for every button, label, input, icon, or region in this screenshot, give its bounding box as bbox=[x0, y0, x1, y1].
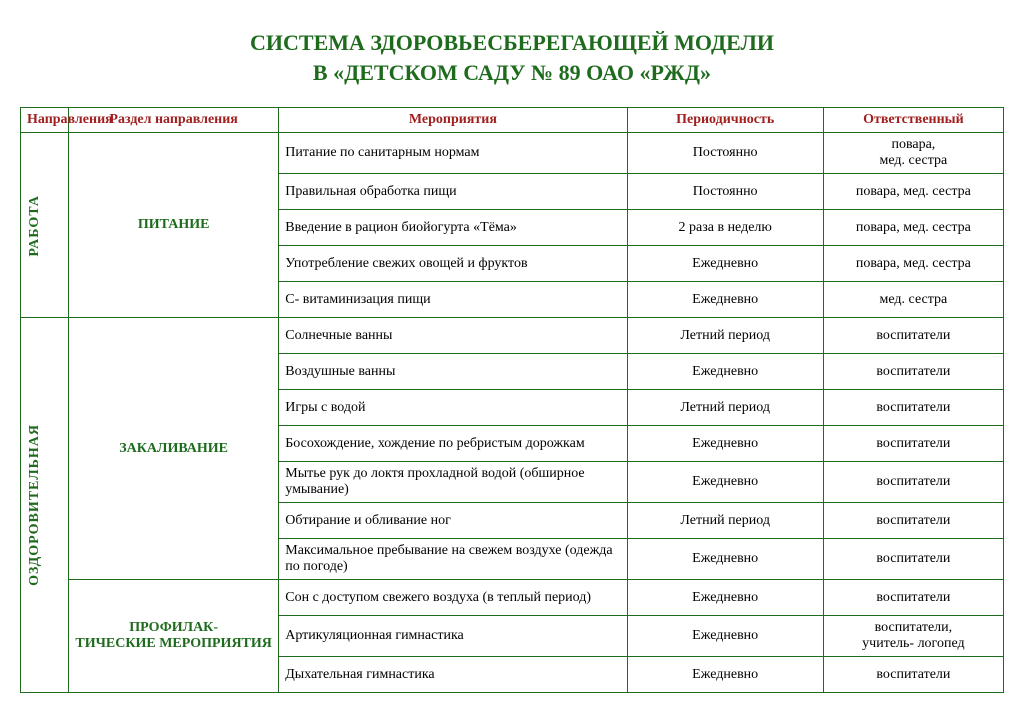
header-responsible: Ответственный bbox=[823, 108, 1003, 133]
direction-cell-top: РАБОТА bbox=[21, 133, 69, 318]
activity-cell: Солнечные ванны bbox=[279, 318, 627, 354]
resp-cell: повара, мед. сестра bbox=[823, 246, 1003, 282]
period-cell: Ежедневно bbox=[627, 426, 823, 462]
title-line-2: В «ДЕТСКОМ САДУ № 89 ОАО «РЖД» bbox=[313, 60, 711, 85]
activity-cell: Сон с доступом свежего воздуха (в теплый… bbox=[279, 580, 627, 616]
activity-cell: Мытье рук до локтя прохладной водой (обш… bbox=[279, 462, 627, 503]
period-cell: Летний период bbox=[627, 318, 823, 354]
activity-cell: Воздушные ванны bbox=[279, 354, 627, 390]
activity-cell: С- витаминизация пищи bbox=[279, 282, 627, 318]
period-cell: Летний период bbox=[627, 390, 823, 426]
period-cell: Ежедневно bbox=[627, 539, 823, 580]
resp-cell: воспитатели bbox=[823, 503, 1003, 539]
period-cell: Летний период bbox=[627, 503, 823, 539]
period-cell: 2 раза в неделю bbox=[627, 210, 823, 246]
direction-cell-bottom: ОЗДОРОВИТЕЛЬНАЯ bbox=[21, 318, 69, 693]
period-cell: Ежедневно bbox=[627, 580, 823, 616]
period-cell: Ежедневно bbox=[627, 657, 823, 693]
section-cell-prophylactic: ПРОФИЛАК-ТИЧЕСКИЕ МЕРОПРИЯТИЯ bbox=[69, 580, 279, 693]
resp-cell: воспитатели bbox=[823, 354, 1003, 390]
header-direction: Направления bbox=[21, 108, 69, 133]
resp-cell: воспитатели,учитель- логопед bbox=[823, 616, 1003, 657]
resp-cell: воспитатели bbox=[823, 318, 1003, 354]
direction-label-bottom: ОЗДОРОВИТЕЛЬНАЯ bbox=[27, 424, 43, 586]
resp-cell: воспитатели bbox=[823, 580, 1003, 616]
activity-cell: Дыхательная гимнастика bbox=[279, 657, 627, 693]
activity-cell: Максимальное пребывание на свежем воздух… bbox=[279, 539, 627, 580]
resp-cell: повара, мед. сестра bbox=[823, 210, 1003, 246]
table-row: ПРОФИЛАК-ТИЧЕСКИЕ МЕРОПРИЯТИЯ Сон с дост… bbox=[21, 580, 1004, 616]
activity-cell: Игры с водой bbox=[279, 390, 627, 426]
header-period: Периодичность bbox=[627, 108, 823, 133]
resp-cell: воспитатели bbox=[823, 426, 1003, 462]
resp-cell: повара, мед. сестра bbox=[823, 174, 1003, 210]
resp-cell: воспитатели bbox=[823, 462, 1003, 503]
title-line-1: СИСТЕМА ЗДОРОВЬЕСБЕРЕГАЮЩЕЙ МОДЕЛИ bbox=[250, 30, 774, 55]
activity-cell: Введение в рацион биойогурта «Тёма» bbox=[279, 210, 627, 246]
period-cell: Ежедневно bbox=[627, 354, 823, 390]
header-activity: Мероприятия bbox=[279, 108, 627, 133]
table-row: ОЗДОРОВИТЕЛЬНАЯ ЗАКАЛИВАНИЕ Солнечные ва… bbox=[21, 318, 1004, 354]
period-cell: Ежедневно bbox=[627, 282, 823, 318]
activity-cell: Обтирание и обливание ног bbox=[279, 503, 627, 539]
direction-label-top: РАБОТА bbox=[27, 195, 43, 257]
resp-cell: воспитатели bbox=[823, 657, 1003, 693]
period-cell: Ежедневно bbox=[627, 246, 823, 282]
activity-cell: Употребление свежих овощей и фруктов bbox=[279, 246, 627, 282]
period-cell: Постоянно bbox=[627, 174, 823, 210]
period-cell: Ежедневно bbox=[627, 616, 823, 657]
resp-cell: воспитатели bbox=[823, 539, 1003, 580]
period-cell: Ежедневно bbox=[627, 462, 823, 503]
table-header-row: Направления Раздел направления Мероприят… bbox=[21, 108, 1004, 133]
section-cell-nutrition: ПИТАНИЕ bbox=[69, 133, 279, 318]
page-title: СИСТЕМА ЗДОРОВЬЕСБЕРЕГАЮЩЕЙ МОДЕЛИ В «ДЕ… bbox=[20, 28, 1004, 87]
activity-cell: Артикуляционная гимнастика bbox=[279, 616, 627, 657]
activity-cell: Правильная обработка пищи bbox=[279, 174, 627, 210]
resp-cell: повара,мед. сестра bbox=[823, 133, 1003, 174]
period-cell: Постоянно bbox=[627, 133, 823, 174]
resp-cell: воспитатели bbox=[823, 390, 1003, 426]
section-cell-hardening: ЗАКАЛИВАНИЕ bbox=[69, 318, 279, 580]
table-row: РАБОТА ПИТАНИЕ Питание по санитарным нор… bbox=[21, 133, 1004, 174]
resp-cell: мед. сестра bbox=[823, 282, 1003, 318]
health-system-table: Направления Раздел направления Мероприят… bbox=[20, 107, 1004, 693]
activity-cell: Босохождение, хождение по ребристым доро… bbox=[279, 426, 627, 462]
activity-cell: Питание по санитарным нормам bbox=[279, 133, 627, 174]
